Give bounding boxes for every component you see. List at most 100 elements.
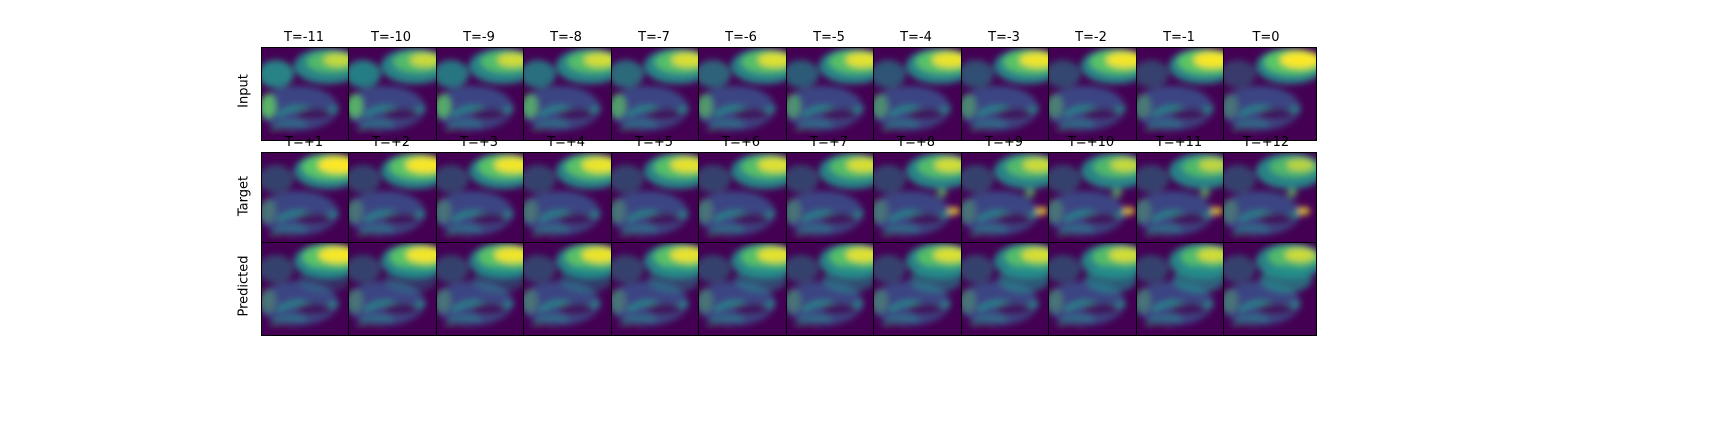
panel-title-target-3: T=+3: [460, 135, 498, 150]
input-heatmap-image: [1137, 48, 1229, 140]
input-heatmap-image: [699, 48, 791, 140]
target-heatmap-image: [787, 153, 879, 245]
predicted-heatmap-image: [1049, 243, 1141, 335]
predicted-heatmap-image: [962, 243, 1054, 335]
panel-title-input-3: T=-9: [463, 30, 495, 45]
predicted-heatmap-image: [1224, 243, 1316, 335]
target-panel-3: [436, 152, 530, 246]
target-panel-12: [1223, 152, 1317, 246]
panel-title-input-9: T=-3: [988, 30, 1020, 45]
target-heatmap-image: [349, 153, 441, 245]
target-panel-6: [698, 152, 792, 246]
input-panel-7: [786, 47, 880, 141]
panel-title-input-5: T=-7: [638, 30, 670, 45]
target-panel-1: [261, 152, 355, 246]
panel-title-target-9: T=+9: [985, 135, 1023, 150]
target-heatmap-image: [612, 153, 704, 245]
target-heatmap-image: [699, 153, 791, 245]
predicted-panel-7: [786, 242, 880, 336]
panel-title-input-10: T=-2: [1075, 30, 1107, 45]
panel-title-input-11: T=-1: [1163, 30, 1195, 45]
panel-title-input-8: T=-4: [900, 30, 932, 45]
target-panel-8: [873, 152, 967, 246]
input-panel-2: [348, 47, 442, 141]
target-panel-10: [1048, 152, 1142, 246]
row-label-target: Target: [236, 175, 252, 217]
target-heatmap-image: [1049, 153, 1141, 245]
target-heatmap-image: [524, 153, 616, 245]
input-panel-9: [961, 47, 1055, 141]
predicted-heatmap-image: [874, 243, 966, 335]
target-heatmap-image: [962, 153, 1054, 245]
target-heatmap-image: [1137, 153, 1229, 245]
target-panel-2: [348, 152, 442, 246]
input-panel-3: [436, 47, 530, 141]
panel-title-input-7: T=-5: [813, 30, 845, 45]
panel-title-target-5: T=+5: [635, 135, 673, 150]
input-panel-11: [1136, 47, 1230, 141]
predicted-panel-9: [961, 242, 1055, 336]
row-label-predicted: Predicted: [236, 255, 252, 317]
input-panel-12: [1223, 47, 1317, 141]
predicted-heatmap-image: [437, 243, 529, 335]
panel-title-target-12: T=+12: [1242, 135, 1290, 150]
panel-title-target-1: T=+1: [285, 135, 323, 150]
panel-title-target-2: T=+2: [372, 135, 410, 150]
predicted-panel-6: [698, 242, 792, 336]
target-heatmap-image: [1224, 153, 1316, 245]
predicted-panel-5: [611, 242, 705, 336]
input-heatmap-image: [437, 48, 529, 140]
predicted-panel-4: [523, 242, 617, 336]
input-heatmap-image: [262, 48, 354, 140]
predicted-heatmap-image: [524, 243, 616, 335]
predicted-panel-2: [348, 242, 442, 336]
panel-title-input-12: T=0: [1252, 30, 1280, 45]
predicted-heatmap-image: [262, 243, 354, 335]
predicted-panel-11: [1136, 242, 1230, 336]
input-panel-4: [523, 47, 617, 141]
input-heatmap-image: [1224, 48, 1316, 140]
target-panel-4: [523, 152, 617, 246]
input-panel-1: [261, 47, 355, 141]
panel-title-target-11: T=+11: [1155, 135, 1203, 150]
input-panel-5: [611, 47, 705, 141]
predicted-heatmap-image: [787, 243, 879, 335]
target-panel-11: [1136, 152, 1230, 246]
predicted-panel-3: [436, 242, 530, 336]
input-heatmap-image: [874, 48, 966, 140]
target-panel-9: [961, 152, 1055, 246]
input-heatmap-image: [787, 48, 879, 140]
panel-title-target-8: T=+8: [897, 135, 935, 150]
input-panel-10: [1048, 47, 1142, 141]
panel-title-input-6: T=-6: [725, 30, 757, 45]
panel-title-input-1: T=-11: [283, 30, 325, 45]
input-heatmap-image: [349, 48, 441, 140]
predicted-heatmap-image: [699, 243, 791, 335]
panel-title-input-4: T=-8: [550, 30, 582, 45]
predicted-panel-10: [1048, 242, 1142, 336]
target-heatmap-image: [262, 153, 354, 245]
row-label-input: Input: [236, 74, 252, 108]
input-heatmap-image: [1049, 48, 1141, 140]
predicted-heatmap-image: [349, 243, 441, 335]
predicted-panel-1: [261, 242, 355, 336]
predicted-heatmap-image: [1137, 243, 1229, 335]
input-panel-6: [698, 47, 792, 141]
input-heatmap-image: [612, 48, 704, 140]
panel-title-target-4: T=+4: [547, 135, 585, 150]
input-heatmap-image: [962, 48, 1054, 140]
target-panel-5: [611, 152, 705, 246]
panel-title-input-2: T=-10: [370, 30, 412, 45]
predicted-panel-12: [1223, 242, 1317, 336]
input-panel-8: [873, 47, 967, 141]
predicted-heatmap-image: [612, 243, 704, 335]
panel-title-target-7: T=+7: [810, 135, 848, 150]
target-panel-7: [786, 152, 880, 246]
panel-title-target-10: T=+10: [1067, 135, 1115, 150]
panel-title-target-6: T=+6: [722, 135, 760, 150]
target-heatmap-image: [437, 153, 529, 245]
predicted-panel-8: [873, 242, 967, 336]
input-heatmap-image: [524, 48, 616, 140]
target-heatmap-image: [874, 153, 966, 245]
